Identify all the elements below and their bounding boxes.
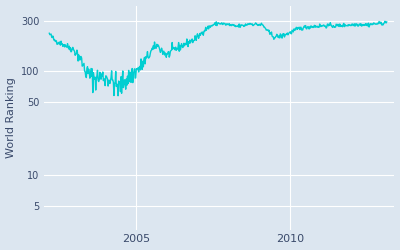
- Y-axis label: World Ranking: World Ranking: [6, 77, 16, 158]
